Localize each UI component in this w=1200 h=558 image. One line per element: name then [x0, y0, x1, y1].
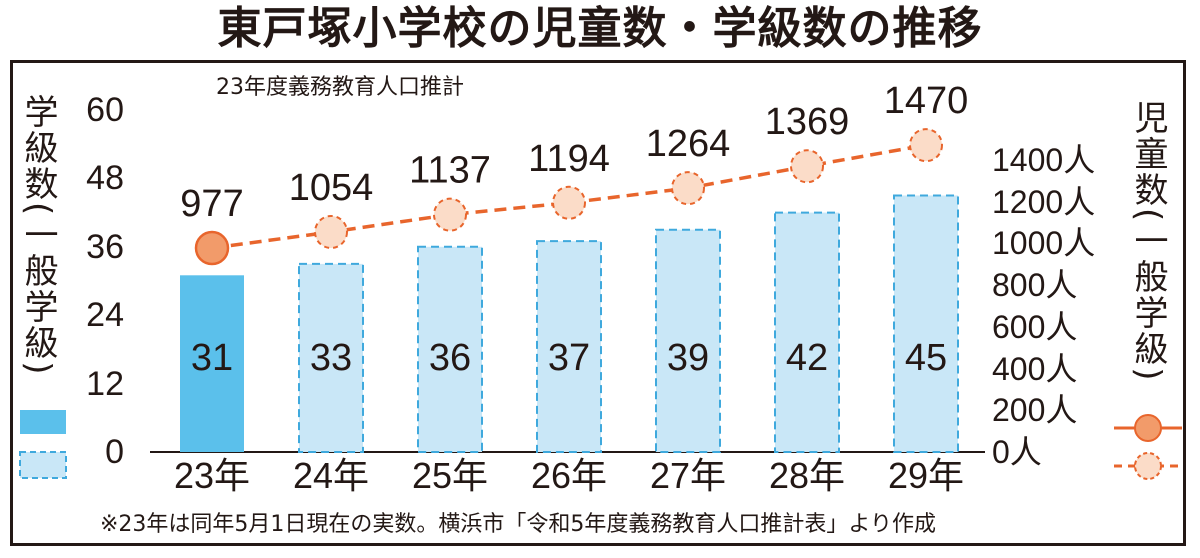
right-tick-label: 1200人	[992, 183, 1096, 220]
bar-value-label: 37	[548, 337, 590, 379]
footnote: ※23年は同年5月1日現在の実数。横浜市「令和5年度義務教育人口推計表」より作成	[100, 512, 936, 537]
bar	[774, 211, 840, 453]
bar	[298, 262, 364, 453]
bar	[655, 228, 721, 453]
line-point	[790, 149, 824, 184]
chart-subtitle: 23年度義務教育人口推計	[216, 75, 464, 100]
bar-value-label: 45	[905, 337, 947, 379]
x-tick-label: 24年	[292, 455, 370, 496]
right-tick-label: 200人	[992, 392, 1078, 429]
left-tick-label: 48	[86, 159, 124, 198]
x-tick-label: 28年	[768, 455, 846, 496]
line-point	[552, 185, 586, 220]
line-value-label: 1470	[884, 80, 969, 122]
right-tick-label: 800人	[992, 267, 1078, 303]
line-point	[671, 171, 705, 206]
line-value-label: 1369	[765, 101, 850, 143]
line-value-label: 1137	[409, 150, 491, 192]
right-tick-label: 600人	[992, 308, 1078, 345]
left-tick-label: 36	[86, 227, 124, 266]
legend-marker-actual	[1134, 414, 1162, 442]
line-point	[314, 214, 348, 249]
right-tick-label: 0人	[992, 434, 1042, 470]
right-tick-label: 1400人	[992, 141, 1096, 178]
right-axis-label: 児童数(一般学級)	[1128, 100, 1168, 383]
line-value-label: 1194	[528, 138, 610, 180]
left-tick-label: 12	[86, 364, 124, 403]
legend-bar-actual	[20, 410, 66, 434]
chart-title: 東戸塚小学校の児童数・学級数の推移	[217, 3, 983, 54]
bar-value-label: 36	[429, 337, 471, 379]
line-point	[194, 230, 230, 266]
bar-value-label: 33	[310, 337, 352, 379]
bar-value-label: 39	[667, 337, 709, 379]
x-tick-label: 23年	[173, 455, 251, 496]
line-value-label: 977	[180, 183, 243, 225]
right-tick-label: 1000人	[992, 225, 1096, 262]
x-tick-label: 26年	[530, 455, 608, 496]
legend-marker-estimate	[1134, 452, 1162, 480]
line-point	[909, 128, 943, 163]
x-tick-label: 29年	[887, 455, 965, 496]
line-value-label: 1264	[646, 123, 731, 165]
bar	[893, 194, 959, 453]
bar	[536, 240, 602, 453]
left-tick-label: 0	[105, 433, 124, 471]
bar-value-label: 42	[786, 337, 828, 379]
bar-value-label: 31	[191, 337, 233, 379]
legend-bar-estimate	[19, 451, 67, 479]
chart-frame	[10, 60, 1186, 546]
left-tick-label: 24	[86, 296, 124, 335]
line-point	[433, 197, 467, 232]
right-tick-label: 400人	[992, 350, 1078, 387]
bar	[417, 245, 483, 453]
x-tick-label: 27年	[649, 455, 727, 496]
left-axis-label: 学級数(一般学級)	[18, 94, 58, 377]
bar	[180, 275, 244, 452]
line-value-label: 1054	[289, 167, 374, 209]
x-tick-label: 25年	[411, 455, 489, 496]
left-tick-label: 60	[86, 91, 124, 129]
